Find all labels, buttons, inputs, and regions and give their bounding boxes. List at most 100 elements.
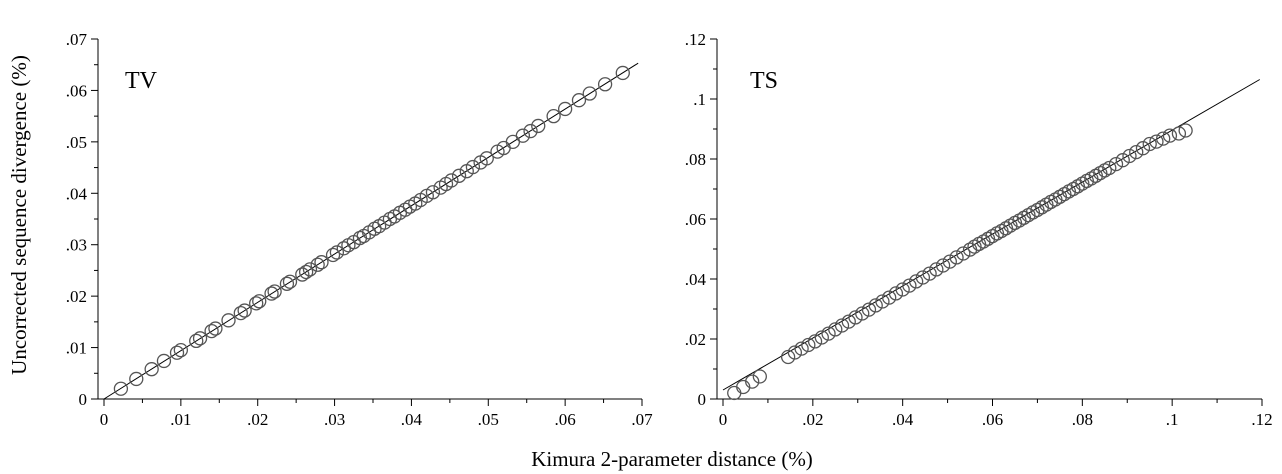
tv-data-point bbox=[279, 276, 295, 291]
ts-y-tick-label: .12 bbox=[685, 30, 706, 49]
ts-data-point bbox=[1142, 136, 1157, 152]
tv-x-tick-label: .06 bbox=[555, 410, 576, 429]
ts-data-point bbox=[834, 318, 850, 333]
ts-panel-label: TS bbox=[750, 68, 778, 94]
tv-data-point bbox=[252, 294, 267, 309]
tv-data-point bbox=[597, 77, 613, 92]
tv-y-tick-label: .02 bbox=[66, 287, 87, 306]
ts-y-tick-label: 0 bbox=[698, 390, 707, 409]
tv-data-point bbox=[451, 168, 467, 183]
tv-y-tick-label: .03 bbox=[66, 236, 87, 255]
tv-x-tick-label: .03 bbox=[324, 410, 345, 429]
ts-data-point bbox=[935, 258, 951, 273]
ts-x-tick-label: .06 bbox=[982, 410, 1003, 429]
tv-data-point bbox=[282, 274, 298, 289]
tv-y-tick-label: .06 bbox=[66, 81, 87, 100]
ts-data-point bbox=[1149, 134, 1164, 149]
tv-data-point bbox=[173, 342, 189, 358]
ts-data-point bbox=[915, 270, 931, 285]
ts-x-tick-label: 0 bbox=[719, 410, 728, 429]
ts-data-point bbox=[801, 337, 816, 353]
ts-x-tick-label: .08 bbox=[1072, 410, 1093, 429]
ts-y-tick-label: .04 bbox=[685, 270, 707, 289]
ts-data-point bbox=[868, 298, 883, 313]
tv-data-point bbox=[267, 284, 282, 299]
tv-x-tick-label: .07 bbox=[631, 410, 653, 429]
ts-y-tick-label: .06 bbox=[685, 210, 706, 229]
y-axis-title: Uncorrected sequence divergence (%) bbox=[7, 55, 31, 375]
tv-data-point bbox=[192, 331, 208, 346]
ts-data-point bbox=[1171, 126, 1187, 141]
ts-data-point bbox=[727, 385, 742, 401]
ts-y-tick-label: .1 bbox=[693, 90, 706, 109]
tv-x-tick-label: .05 bbox=[478, 410, 499, 429]
ts-data-point bbox=[1178, 123, 1193, 138]
tv-data-point bbox=[144, 362, 159, 377]
ts-data-point bbox=[814, 330, 829, 345]
tv-data-point bbox=[264, 286, 279, 301]
tv-data-point bbox=[479, 151, 494, 166]
ts-data-point bbox=[908, 274, 924, 289]
tv-x-tick-label: .02 bbox=[247, 410, 268, 429]
tv-data-point bbox=[325, 247, 341, 263]
ts-x-tick-label: .1 bbox=[1166, 410, 1179, 429]
ts-data-point bbox=[794, 341, 809, 356]
ts-y-tick-label: .02 bbox=[685, 330, 706, 349]
tv-data-point bbox=[237, 303, 252, 318]
ts-x-tick-label: .02 bbox=[802, 410, 823, 429]
tv-data-point bbox=[310, 257, 325, 272]
ts-data-point bbox=[895, 282, 910, 297]
tv-data-point bbox=[444, 173, 459, 188]
ts-data-point bbox=[956, 246, 971, 261]
ts-data-point bbox=[828, 322, 843, 337]
tv-fit-line bbox=[103, 62, 639, 400]
ts-panel: 0 .02 .04 .06 .08 .1 .12 0 .02 .04 .06 .08 .1 .12 TS bbox=[685, 30, 1273, 429]
tv-y-tick-label: .07 bbox=[66, 30, 88, 49]
tv-data-point bbox=[314, 255, 329, 270]
ts-data-point bbox=[855, 306, 870, 321]
tv-data-point bbox=[129, 371, 144, 387]
tv-data-point bbox=[204, 323, 219, 339]
ts-data-point bbox=[949, 250, 964, 265]
tv-data-point bbox=[156, 353, 172, 369]
ts-data-point bbox=[745, 374, 760, 389]
ts-data-point bbox=[1129, 144, 1144, 160]
ts-x-tick-label: .12 bbox=[1251, 410, 1272, 429]
ts-data-point bbox=[875, 294, 890, 309]
ts-x-tick-label: .04 bbox=[892, 410, 914, 429]
tv-data-point bbox=[531, 118, 546, 134]
ts-data-point bbox=[1122, 148, 1137, 164]
tv-panel: 0 .01 .02 .03 .04 .05 .06 .07 0 .01 .02 .03 .04 .05 .0… bbox=[66, 30, 653, 429]
tv-x-tick-label: .01 bbox=[170, 410, 191, 429]
x-axis-title: Kimura 2-parameter distance (%) bbox=[531, 447, 813, 471]
tv-data-point bbox=[523, 123, 538, 139]
tv-data-point bbox=[425, 185, 441, 200]
tv-data-point bbox=[298, 264, 314, 280]
tv-y-tick-label: .04 bbox=[66, 184, 88, 203]
tv-data-point bbox=[571, 93, 587, 108]
ts-data-point bbox=[1102, 160, 1117, 176]
tv-x-tick-label: .04 bbox=[401, 410, 423, 429]
tv-data-point bbox=[208, 321, 223, 336]
ts-data-point bbox=[1108, 156, 1124, 172]
tv-data-point bbox=[249, 296, 264, 311]
ts-data-point bbox=[1156, 131, 1171, 146]
tv-data-point bbox=[169, 345, 185, 360]
tv-y-tick-label: 0 bbox=[79, 390, 88, 409]
ts-data-point bbox=[752, 369, 767, 384]
ts-data-point bbox=[848, 310, 863, 325]
tv-y-tick-label: .05 bbox=[66, 133, 87, 152]
tv-panel-label: TV bbox=[125, 68, 158, 94]
tv-data-point bbox=[615, 65, 630, 81]
tv-data-point bbox=[302, 262, 318, 277]
ts-data-point bbox=[929, 262, 944, 277]
ts-data-point bbox=[787, 345, 803, 360]
tv-data-point bbox=[113, 381, 129, 396]
tv-data-point bbox=[515, 128, 531, 143]
ts-data-point bbox=[1162, 128, 1178, 143]
tv-data-point bbox=[557, 101, 573, 117]
tv-x-tick-label: 0 bbox=[100, 410, 109, 429]
ts-data-point bbox=[807, 334, 823, 349]
tv-data-point bbox=[221, 313, 236, 328]
